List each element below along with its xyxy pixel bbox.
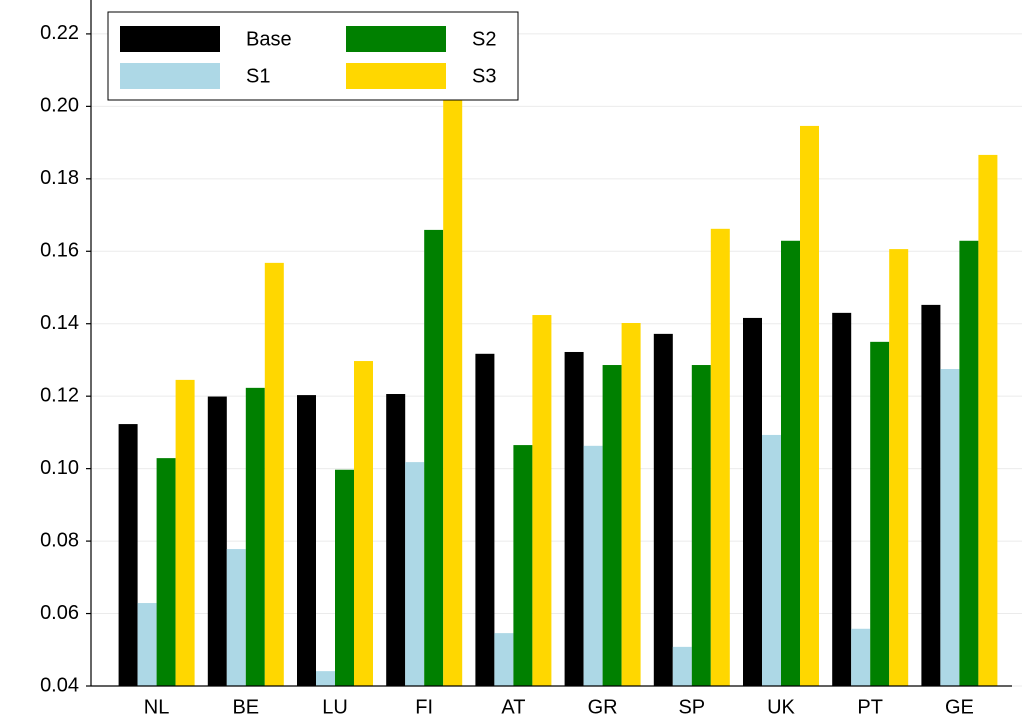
bar (710, 228, 730, 686)
bar (207, 396, 227, 686)
bar (800, 125, 819, 686)
x-tick-label: NL (144, 696, 170, 718)
bar (653, 333, 673, 686)
bar (959, 240, 979, 687)
bar (672, 646, 692, 686)
bar (156, 458, 176, 686)
bar (870, 341, 890, 686)
x-tick-label: GR (588, 696, 618, 718)
bar (118, 424, 138, 686)
legend-label: Base (246, 28, 292, 50)
bar (691, 365, 711, 686)
bar (226, 549, 246, 686)
y-tick-label: 0.10 (40, 457, 79, 479)
x-tick-label: PT (857, 696, 883, 718)
bar (583, 445, 603, 686)
bar (443, 99, 463, 687)
x-tick-label: FI (415, 696, 433, 718)
legend-swatch (346, 26, 446, 52)
bar (602, 365, 622, 686)
bar (245, 387, 265, 686)
bar (297, 395, 316, 686)
x-tick-label: UK (767, 696, 795, 718)
bar (494, 633, 514, 686)
y-tick-label: 0.06 (40, 602, 79, 624)
bar (264, 262, 284, 686)
bar (762, 434, 781, 686)
bar (743, 317, 762, 686)
bar (564, 351, 584, 686)
y-tick-label: 0.16 (40, 240, 79, 262)
y-tick-label: 0.14 (40, 312, 79, 334)
legend-label: S2 (472, 28, 496, 50)
legend-label: S3 (472, 65, 496, 87)
bar (921, 304, 941, 686)
bar (354, 361, 373, 686)
bar (781, 240, 800, 687)
x-tick-label: SP (678, 696, 705, 718)
bar (851, 628, 871, 686)
bar (475, 353, 495, 686)
legend-swatch (120, 63, 220, 89)
bar (335, 469, 354, 686)
x-tick-label: GE (945, 696, 974, 718)
bar (532, 315, 552, 686)
bar (513, 445, 533, 686)
y-tick-label: 0.22 (40, 22, 79, 44)
x-tick-label: AT (501, 696, 525, 718)
bar (175, 379, 195, 686)
bar (889, 249, 909, 687)
y-tick-label: 0.20 (40, 95, 79, 117)
legend-swatch (120, 26, 220, 52)
y-tick-label: 0.18 (40, 167, 79, 189)
bar (316, 671, 335, 686)
bar (405, 462, 425, 686)
bar (386, 394, 406, 686)
x-tick-label: LU (322, 696, 348, 718)
bar (424, 229, 444, 687)
y-tick-label: 0.08 (40, 529, 79, 551)
bar (621, 323, 641, 686)
bar (978, 154, 998, 687)
y-tick-label: 0.12 (40, 384, 79, 406)
legend-label: S1 (246, 65, 270, 87)
bar (940, 369, 960, 686)
legend-swatch (346, 63, 446, 89)
y-tick-label: 0.04 (40, 674, 79, 696)
bar (832, 312, 852, 686)
bar (137, 603, 157, 686)
x-tick-label: BE (232, 696, 259, 718)
